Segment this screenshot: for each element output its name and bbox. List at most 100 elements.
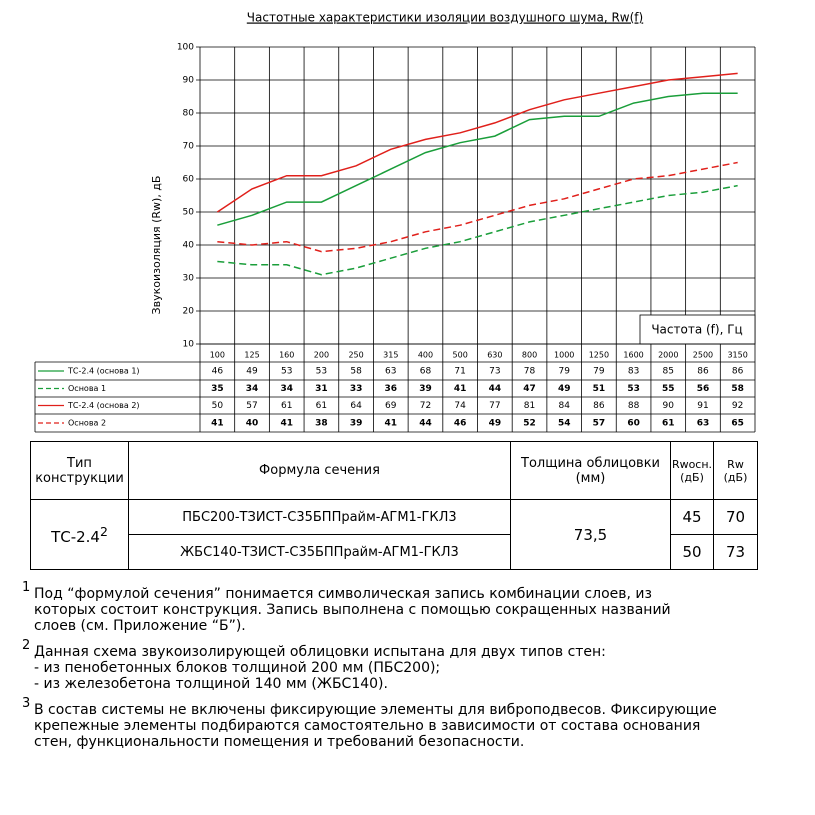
value-label: 63 xyxy=(385,367,396,377)
rw-base: 50 xyxy=(670,534,714,570)
value-label: 38 xyxy=(315,419,328,429)
value-label: 34 xyxy=(246,384,259,394)
value-label: 41 xyxy=(280,419,293,429)
value-label: 35 xyxy=(211,384,224,394)
value-label: 90 xyxy=(663,401,675,411)
footnote-line: слоев (см. Приложение “Б”). xyxy=(34,618,246,634)
value-label: 83 xyxy=(628,367,639,377)
value-label: 71 xyxy=(454,367,465,377)
legend-label: ТС-2.4 (основа 1) xyxy=(67,367,140,376)
x-tick-label: 1250 xyxy=(589,351,609,360)
footnote-mark: 1 xyxy=(22,580,31,595)
value-label: 55 xyxy=(662,384,675,394)
value-label: 46 xyxy=(454,419,467,429)
value-label: 44 xyxy=(419,419,432,429)
x-tick-label: 315 xyxy=(383,351,398,360)
y-tick-label: 60 xyxy=(183,175,195,185)
value-label: 81 xyxy=(524,401,535,411)
value-label: 57 xyxy=(246,401,257,411)
y-axis-label: Звукоизоляция (Rw), дБ xyxy=(150,176,163,315)
y-tick-label: 40 xyxy=(183,241,195,251)
value-label: 53 xyxy=(281,367,292,377)
x-axis-label: Частота (f), Гц xyxy=(651,323,742,337)
value-label: 69 xyxy=(385,401,397,411)
value-label: 86 xyxy=(697,367,709,377)
series-line xyxy=(217,161,738,253)
value-label: 58 xyxy=(350,367,362,377)
type: ТС-2.4 xyxy=(51,527,100,546)
value-label: 72 xyxy=(420,401,431,411)
footnote-line: - из пенобетонных блоков толщиной 200 мм… xyxy=(34,660,441,676)
value-label: 41 xyxy=(454,384,467,394)
x-tick-label: 1600 xyxy=(623,351,643,360)
type-note: 2 xyxy=(99,523,108,539)
footnote-line: которых состоит конструкция. Запись выпо… xyxy=(34,602,671,618)
value-label: 51 xyxy=(593,384,606,394)
value-label: 50 xyxy=(212,401,224,411)
x-tick-label: 100 xyxy=(210,351,225,360)
value-label: 85 xyxy=(663,367,674,377)
y-tick-label: 10 xyxy=(183,340,195,350)
value-label: 61 xyxy=(662,419,675,429)
value-label: 88 xyxy=(628,401,640,411)
series-line xyxy=(217,184,738,276)
value-label: 53 xyxy=(316,367,327,377)
value-label: 79 xyxy=(558,367,570,377)
rw: 73 xyxy=(713,534,758,570)
y-tick-label: 100 xyxy=(177,43,194,53)
value-label: 41 xyxy=(211,419,224,429)
footnote-line: В состав системы не включены фиксирующие… xyxy=(34,702,717,718)
chart: Частотные характеристики изоляции воздуш… xyxy=(34,11,756,433)
value-label: 60 xyxy=(627,419,640,429)
value-label: 84 xyxy=(558,401,570,411)
value-label: 68 xyxy=(420,367,432,377)
legend-label: ТС-2.4 (основа 2) xyxy=(67,401,140,410)
value-label: 39 xyxy=(350,419,363,429)
type-cell: ТС-2.42 xyxy=(30,499,129,570)
y-tick-label: 90 xyxy=(183,76,195,86)
footnote-line: - из железобетона толщиной 140 мм (ЖБС14… xyxy=(34,676,388,692)
value-label: 52 xyxy=(523,419,536,429)
value-label: 54 xyxy=(558,419,571,429)
footnote-line: Под “формулой сечения” понимается символ… xyxy=(34,586,652,602)
value-label: 86 xyxy=(732,367,744,377)
value-label: 86 xyxy=(593,401,605,411)
value-label: 53 xyxy=(627,384,640,394)
section-table: Тип конструкции Формула сечения Толщина … xyxy=(30,441,758,570)
formula: ЖБС140-ТЗИСТ-С35БППрайм-АГМ1-ГКЛ3 xyxy=(128,534,511,570)
header-cell: Rwосн. (дБ) xyxy=(670,441,714,500)
value-label: 56 xyxy=(697,384,710,394)
header-cell: Rw (дБ) xyxy=(713,441,758,500)
x-tick-label: 160 xyxy=(279,351,294,360)
value-label: 40 xyxy=(246,419,259,429)
x-tick-label: 200 xyxy=(314,351,329,360)
value-label: 58 xyxy=(731,384,744,394)
header-cell: Формула сечения xyxy=(128,441,511,500)
value-label: 92 xyxy=(732,401,743,411)
value-label: 61 xyxy=(281,401,292,411)
header-cell: Толщина облицовки (мм) xyxy=(510,441,671,500)
rw: 70 xyxy=(713,499,758,535)
x-tick-label: 1000 xyxy=(554,351,574,360)
x-tick-label: 125 xyxy=(244,351,259,360)
value-label: 34 xyxy=(280,384,293,394)
legend-label: Основа 2 xyxy=(68,419,106,428)
value-label: 64 xyxy=(350,401,362,411)
value-label: 44 xyxy=(489,384,502,394)
value-label: 63 xyxy=(697,419,710,429)
footnote-mark: 3 xyxy=(22,696,31,711)
rw-base: 45 xyxy=(670,499,714,535)
value-label: 49 xyxy=(489,419,502,429)
x-label-box xyxy=(639,314,756,345)
value-label: 49 xyxy=(246,367,258,377)
legend-label: Основа 1 xyxy=(68,384,106,393)
footnotes: 1 Под “формулой сечения” понимается симво… xyxy=(22,580,717,760)
series-line xyxy=(216,72,738,213)
value-label: 41 xyxy=(385,419,398,429)
value-label: 74 xyxy=(454,401,466,411)
value-label: 77 xyxy=(489,401,500,411)
value-label: 39 xyxy=(419,384,432,394)
header-cell: Тип конструкции xyxy=(30,441,129,500)
x-tick-label: 250 xyxy=(348,351,363,360)
